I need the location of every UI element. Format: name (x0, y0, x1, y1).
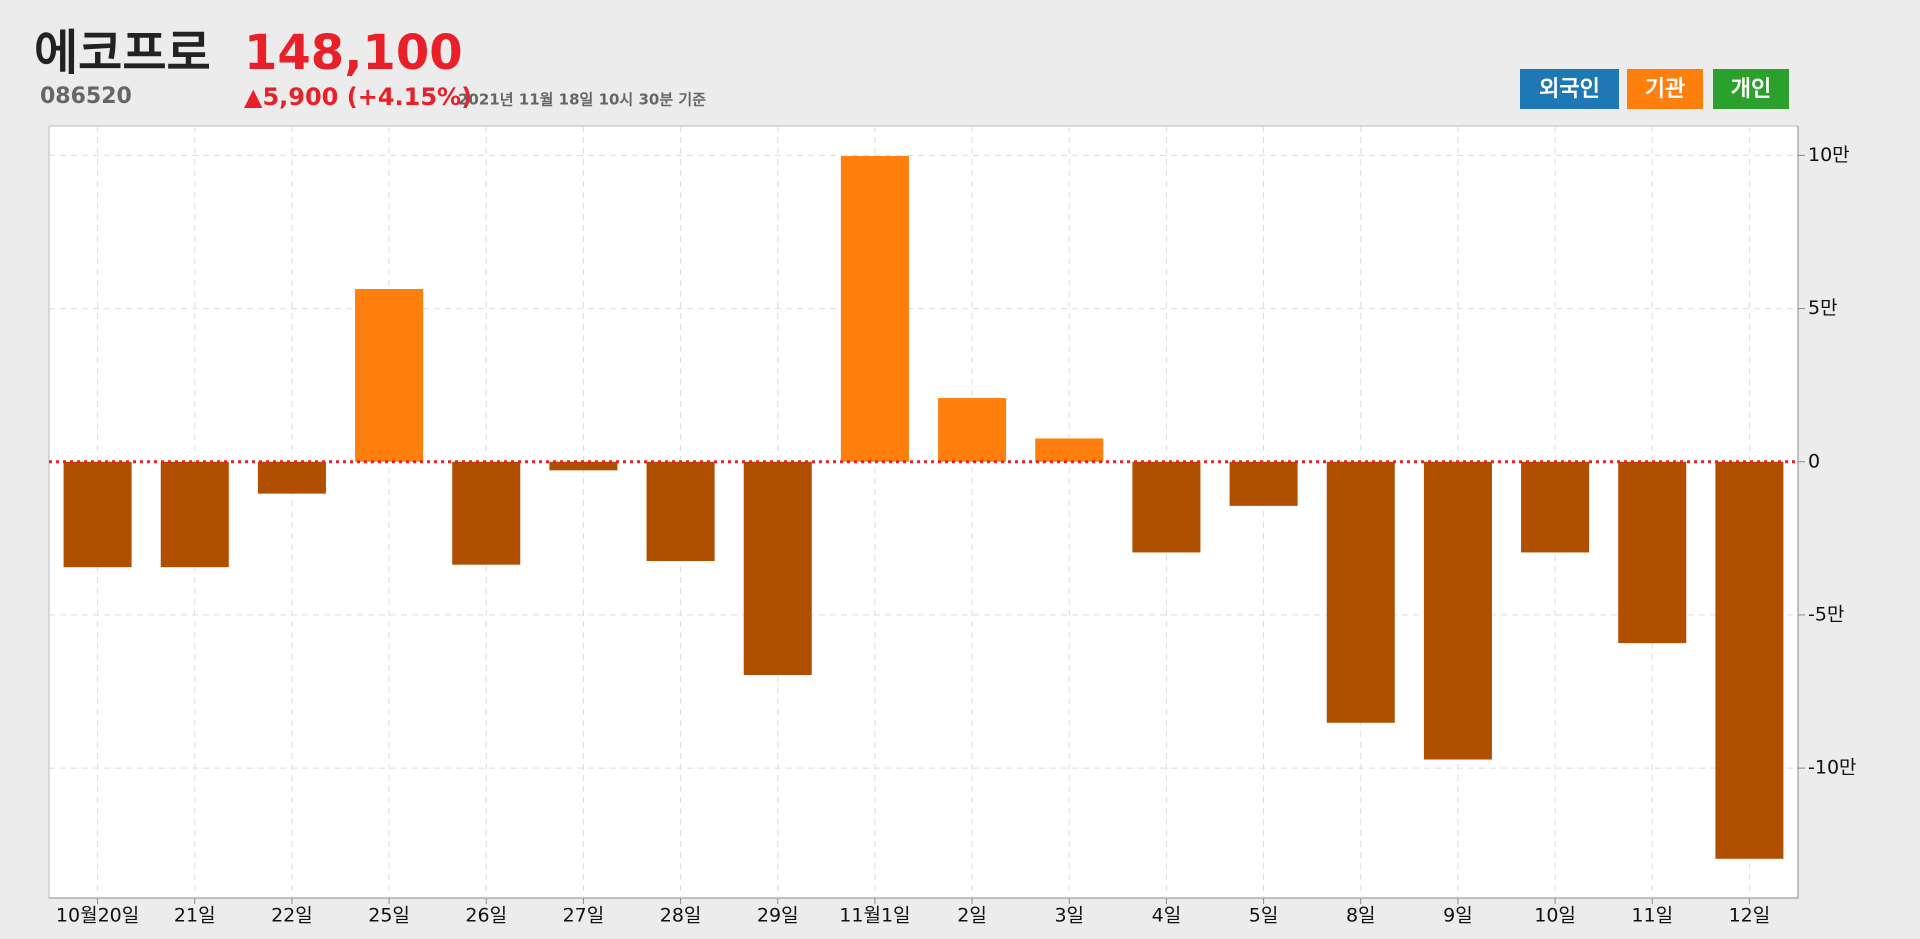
x-tick-label: 3일 (1054, 905, 1084, 927)
bar (1035, 438, 1104, 462)
filter-button-label[interactable]: 외국인 (1539, 77, 1600, 102)
bar (1715, 461, 1784, 859)
filter-button[interactable] (1713, 69, 1789, 109)
x-tick-label: 12일 (1729, 905, 1771, 927)
x-tick-label: 9일 (1443, 905, 1473, 927)
y-tick-label: -10만 (1808, 757, 1857, 779)
bar (452, 461, 521, 565)
x-tick-label: 5일 (1249, 905, 1279, 927)
x-tick-label: 4일 (1152, 905, 1182, 927)
x-tick-label: 10일 (1534, 905, 1576, 927)
timestamp: 2021년 11월 18일 10시 30분 기준 (458, 91, 706, 109)
bar (646, 461, 715, 562)
bar (1132, 461, 1201, 553)
bar (1521, 461, 1590, 553)
x-tick-label: 2일 (957, 905, 987, 927)
filter-button[interactable] (1627, 69, 1703, 109)
bar (1423, 461, 1492, 760)
x-tick-label: 26일 (465, 905, 507, 927)
y-tick-label: -5만 (1808, 603, 1844, 625)
bar (355, 288, 424, 462)
bar (743, 461, 812, 675)
filter-button[interactable] (1520, 69, 1619, 109)
stock-name: 에코프로 (34, 25, 211, 81)
bar (1229, 461, 1298, 506)
stock-price: 148,100 (244, 25, 463, 81)
price-change: ▲5,900 (+4.15%) (244, 83, 472, 111)
x-tick-label: 8일 (1346, 905, 1376, 927)
x-tick-label: 29일 (757, 905, 799, 927)
x-tick-label: 11월1일 (839, 905, 910, 927)
x-tick-label: 11일 (1631, 905, 1673, 927)
stock-code: 086520 (40, 84, 132, 109)
bar (160, 461, 229, 568)
bar (257, 461, 326, 494)
y-tick-label: 5만 (1808, 297, 1838, 319)
bar (1618, 461, 1687, 644)
filter-button-label[interactable]: 개인 (1731, 77, 1771, 102)
x-tick-label: 10월20일 (56, 905, 139, 927)
plot-area (48, 125, 1799, 899)
x-tick-label: 25일 (368, 905, 410, 927)
x-tick-label: 21일 (174, 905, 216, 927)
bar (938, 398, 1007, 462)
bar (63, 461, 132, 568)
x-tick-label: 27일 (563, 905, 605, 927)
bar (840, 156, 909, 462)
bar (1326, 461, 1395, 723)
x-tick-label: 22일 (271, 905, 313, 927)
y-tick-label: 0 (1808, 450, 1820, 472)
x-tick-label: 28일 (660, 905, 702, 927)
y-tick-label: 10만 (1808, 144, 1850, 166)
filter-button-label[interactable]: 기관 (1645, 77, 1685, 102)
bar (549, 461, 618, 471)
